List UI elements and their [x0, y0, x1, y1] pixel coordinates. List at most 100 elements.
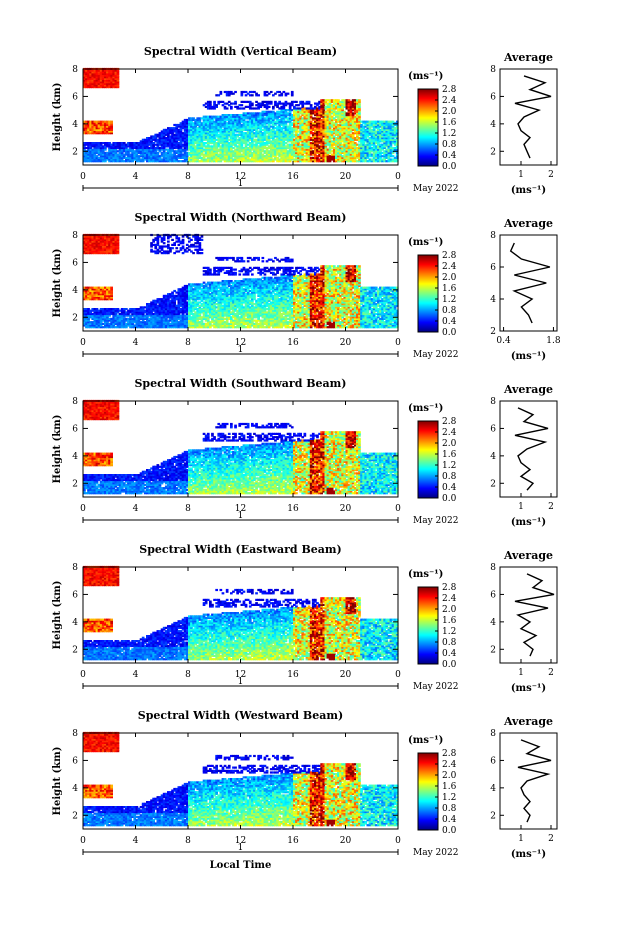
heatmap-cell [179, 153, 183, 156]
heatmap-cell [358, 99, 361, 102]
heatmap-cell [217, 135, 221, 138]
heatmap-cell [206, 155, 210, 158]
heatmap-cell [227, 151, 231, 154]
heatmap-cell [253, 143, 256, 146]
heatmap-cell [91, 69, 95, 72]
heatmap-cell [232, 133, 235, 136]
heatmap-cell [278, 148, 281, 151]
heatmap-cell [301, 105, 305, 108]
heatmap-cell [181, 132, 185, 135]
heatmap-cell [219, 115, 223, 118]
heatmap-cell [200, 117, 204, 120]
heatmap-cell [181, 125, 185, 128]
heatmap-cell [93, 74, 97, 77]
heatmap-cell [192, 118, 195, 122]
heatmap-cell [265, 146, 269, 150]
heatmap-cell [248, 133, 252, 136]
heatmap-cell [274, 115, 277, 118]
heatmap-cell [89, 77, 92, 80]
heatmap-cell [290, 123, 294, 127]
heatmap-cell [242, 140, 246, 143]
heatmap-cell [278, 135, 281, 138]
heatmap-cell [194, 120, 197, 123]
heatmap-cell [129, 150, 132, 153]
heatmap-cell [114, 72, 118, 75]
heatmap-cell [290, 118, 294, 122]
heatmap-cell [282, 148, 286, 151]
heatmap-cell [301, 137, 305, 140]
heatmap-cell [227, 143, 231, 146]
heatmap-cell [179, 137, 183, 140]
heatmap-cell [269, 90, 273, 94]
heatmap-cell [246, 135, 250, 138]
heatmap-cell [188, 156, 191, 159]
heatmap-cell [91, 148, 95, 151]
heatmap-cell [282, 156, 286, 159]
heatmap-cell [284, 92, 288, 95]
heatmap-cell [278, 102, 281, 105]
heatmap-cell [286, 132, 290, 135]
heatmap-cell [104, 82, 107, 85]
heatmap-cell [169, 143, 172, 146]
heatmap-cell [234, 143, 237, 146]
heatmap-cell [230, 90, 233, 94]
heatmap-cell [206, 148, 210, 151]
heatmap-cell [106, 155, 109, 158]
heatmap-cell [272, 140, 275, 143]
heatmap-cell [99, 150, 103, 153]
heatmap-cell [227, 158, 231, 161]
heatmap-cell [198, 125, 202, 128]
heatmap-cell [263, 138, 267, 141]
heatmap-cell [143, 148, 147, 151]
heatmap-cell [238, 153, 242, 156]
heatmap-cell [232, 160, 235, 163]
heatmap-cell [286, 133, 290, 136]
heatmap-cell [85, 72, 88, 75]
heatmap-cell [242, 135, 246, 138]
heatmap-cell [97, 145, 101, 148]
heatmap-cell [280, 128, 284, 131]
heatmap-cell [167, 138, 170, 141]
heatmap-cell [236, 148, 239, 151]
heatmap-cell [274, 151, 277, 154]
heatmap-cell [234, 130, 237, 133]
heatmap-cell [131, 156, 134, 159]
heatmap-cell [227, 123, 231, 127]
heatmap-cell [293, 105, 296, 108]
heatmap-cell [110, 125, 113, 128]
heatmap-cell [303, 112, 307, 115]
heatmap-cell [236, 123, 239, 127]
heatmap-cell [225, 151, 229, 154]
heatmap-cell [297, 138, 300, 141]
heatmap-cell [206, 102, 210, 105]
heatmap-cell [89, 79, 92, 82]
heatmap-cell [106, 142, 109, 145]
heatmap-cell [293, 130, 296, 133]
heatmap-cell [95, 148, 99, 151]
heatmap-cell [95, 155, 99, 158]
heatmap-cell [234, 118, 237, 122]
heatmap-cell [206, 107, 210, 110]
heatmap-cell [211, 140, 214, 143]
heatmap-cell [83, 156, 86, 159]
heatmap-cell [265, 105, 269, 108]
heatmap-cell [219, 128, 223, 131]
heatmap-cell [194, 140, 197, 143]
heatmap-cell [265, 90, 269, 94]
heatmap-cell [269, 114, 273, 117]
heatmap-cell [272, 114, 275, 117]
heatmap-cell [303, 158, 307, 161]
heatmap-cell [223, 143, 227, 146]
heatmap-cell [125, 150, 128, 153]
heatmap-cell [221, 114, 225, 117]
heatmap-cell [301, 142, 305, 145]
heatmap-cell [211, 125, 214, 128]
heatmap-cell [267, 123, 271, 127]
heatmap-cell [269, 115, 273, 118]
heatmap-cell [215, 160, 218, 163]
heatmap-cell [120, 146, 124, 150]
heatmap-cell [242, 118, 246, 122]
heatmap-cell [106, 156, 109, 159]
heatmap-cell [213, 104, 216, 107]
heatmap-cell [211, 137, 214, 140]
